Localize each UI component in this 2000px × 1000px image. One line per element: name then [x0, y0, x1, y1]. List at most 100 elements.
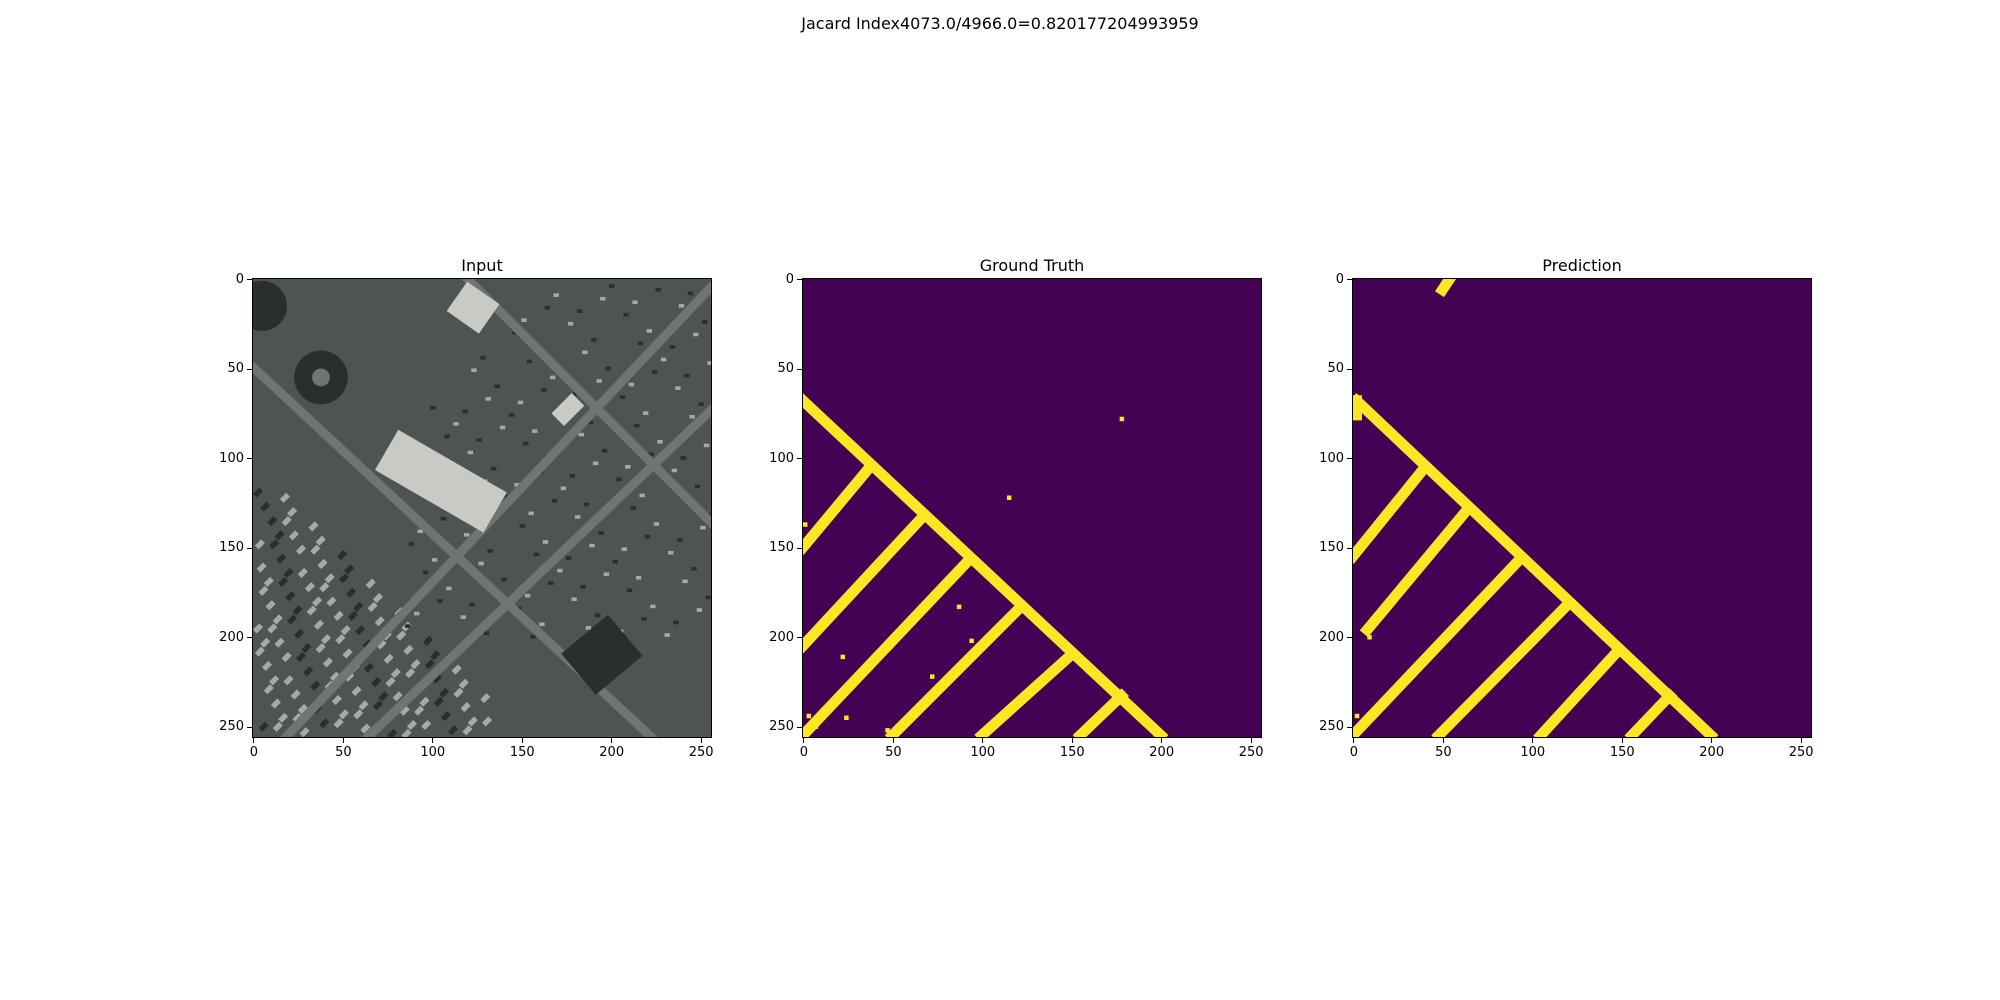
mask-speck-6 — [930, 674, 935, 679]
house-block — [367, 601, 378, 612]
input-image — [253, 279, 711, 737]
parking-texture — [485, 397, 491, 401]
parking-texture — [530, 635, 536, 639]
house-block — [363, 662, 375, 673]
parking-texture — [635, 575, 642, 580]
y-tick-label: 200 — [219, 629, 244, 645]
parking-texture — [541, 388, 547, 392]
parking-texture — [616, 477, 622, 482]
house-block — [317, 558, 328, 570]
house-block — [322, 657, 333, 668]
parking-texture — [499, 425, 506, 430]
parking-texture — [600, 296, 606, 301]
y-tick-mark — [797, 637, 802, 639]
parking-texture — [664, 633, 670, 637]
house-block — [286, 614, 298, 625]
house-block — [453, 687, 464, 698]
parking-texture — [675, 386, 681, 390]
parking-texture — [693, 332, 699, 337]
x-tick-mark — [700, 738, 702, 743]
y-tick-mark — [247, 547, 252, 549]
y-tick-mark — [247, 368, 252, 370]
parking-texture — [598, 531, 604, 535]
x-tick-label: 100 — [1520, 745, 1546, 760]
house-block — [315, 643, 326, 654]
house-block — [285, 591, 296, 602]
parking-texture — [589, 543, 595, 548]
parking-texture — [591, 338, 597, 342]
axes-ground-truth — [802, 278, 1262, 738]
house-block — [480, 693, 491, 704]
parking-texture — [508, 413, 515, 417]
x-tick-mark — [1621, 738, 1623, 743]
house-block — [269, 675, 280, 686]
house-block — [433, 696, 444, 707]
parking-texture — [539, 622, 545, 627]
parking-texture — [460, 615, 466, 619]
parking-texture — [671, 468, 678, 473]
house-block — [360, 723, 371, 734]
house-block — [451, 664, 462, 675]
x-tick-mark — [1353, 738, 1355, 743]
house-block — [292, 605, 303, 616]
x-tick-label: 50 — [885, 745, 902, 760]
parking-texture — [634, 423, 640, 428]
house-block — [260, 637, 271, 648]
parking-texture — [544, 305, 550, 310]
y-tick-label: 250 — [1319, 719, 1344, 735]
parking-texture — [668, 550, 674, 555]
house-block — [387, 728, 398, 737]
parking-texture — [548, 581, 554, 585]
x-tick-mark — [521, 738, 523, 743]
parking-texture — [417, 529, 423, 534]
parking-texture — [682, 579, 688, 584]
x-tick-mark — [803, 738, 805, 743]
parking-texture — [621, 547, 627, 551]
road-mask-0 — [803, 393, 1169, 737]
y-tick-label: 100 — [1319, 450, 1344, 466]
house-block — [288, 530, 299, 541]
parking-texture — [405, 624, 411, 628]
parking-texture — [471, 368, 477, 373]
house-block — [281, 515, 292, 527]
parking-texture — [626, 588, 633, 593]
house-block — [274, 637, 285, 648]
parking-texture — [490, 466, 497, 471]
y-tick-label: 0 — [1335, 271, 1344, 287]
parking-texture — [585, 626, 592, 630]
x-tick-label: 0 — [1349, 745, 1359, 760]
parking-texture — [587, 420, 593, 424]
parking-texture — [660, 357, 667, 362]
mask-speck-0 — [1119, 416, 1125, 422]
x-tick-label: 200 — [599, 745, 625, 760]
x-tick-mark — [611, 738, 613, 743]
parking-texture — [700, 525, 706, 530]
parking-texture — [594, 613, 601, 618]
house-block — [319, 582, 330, 593]
parking-texture — [523, 441, 529, 446]
parking-texture — [583, 502, 590, 507]
house-block — [272, 614, 283, 625]
parking-texture — [698, 402, 704, 407]
house-block — [319, 718, 330, 729]
x-tick-label: 100 — [420, 745, 446, 760]
y-tick-label: 0 — [235, 271, 244, 287]
x-tick-mark — [1442, 738, 1444, 743]
house-block — [422, 635, 434, 646]
parking-texture — [437, 599, 443, 603]
parking-texture — [440, 516, 447, 521]
prediction-mask — [1353, 279, 1811, 737]
x-tick-mark — [1250, 738, 1252, 743]
house-block — [406, 719, 417, 731]
house-block — [253, 623, 264, 634]
x-tick-mark — [982, 738, 984, 743]
house-block — [331, 694, 342, 706]
parking-texture — [601, 448, 608, 453]
parking-texture — [673, 620, 679, 625]
road-mask-3 — [1359, 504, 1474, 638]
house-block — [301, 643, 312, 654]
house-block — [421, 719, 432, 731]
mask-speck-3 — [956, 604, 962, 610]
house-block — [269, 539, 280, 550]
x-tick-mark — [892, 738, 894, 743]
